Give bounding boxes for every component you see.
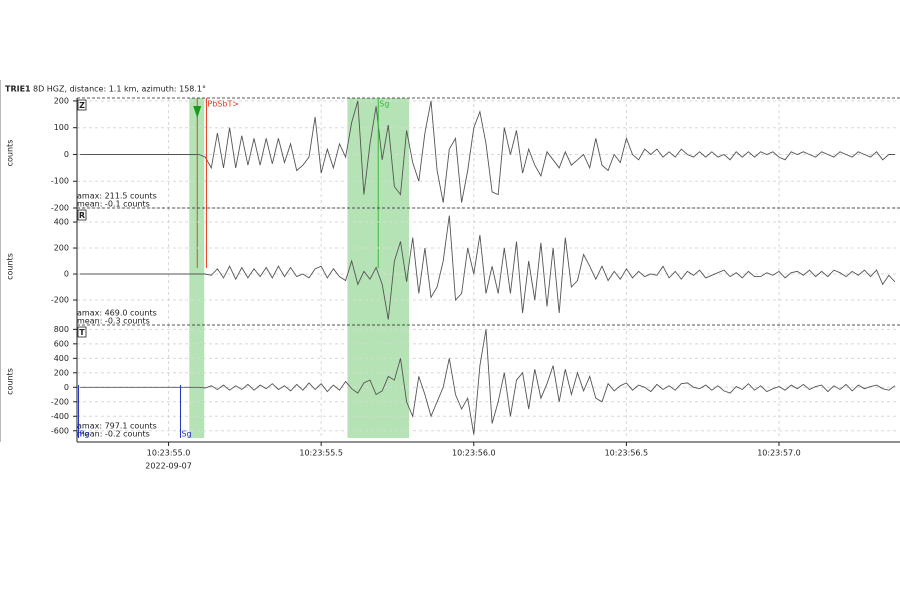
y-tick-label: 0: [64, 270, 69, 279]
waveform: [80, 215, 896, 320]
y-tick-label: 800: [54, 325, 69, 334]
y-tick-label: -200: [51, 204, 69, 213]
trace-stat: mean: -0.2 counts: [77, 430, 150, 439]
trace-stat: mean: -0.3 counts: [77, 317, 150, 326]
station-info: 8D HGZ, distance: 1.1 km, azimuth: 158.1…: [33, 85, 206, 94]
x-tick-label: 10:23:56.0: [452, 449, 496, 458]
y-axis-label: counts: [6, 368, 15, 395]
y-tick-label: -200: [51, 296, 69, 305]
component-label: Z: [79, 101, 85, 110]
y-axis-label: counts: [6, 140, 15, 167]
y-tick-label: 600: [54, 339, 69, 348]
y-tick-label: -200: [51, 397, 69, 406]
y-tick-label: 400: [54, 218, 69, 227]
x-date-label: 2022-09-07: [145, 462, 192, 471]
y-tick-label: 200: [54, 244, 69, 253]
component-box: [77, 209, 87, 221]
component-box: [77, 326, 87, 338]
waveform: [80, 329, 896, 435]
y-tick-label: -100: [51, 177, 69, 186]
y-tick-label: 100: [54, 123, 69, 132]
pick-label: Sg: [181, 430, 191, 439]
y-tick-label: 0: [64, 383, 69, 392]
waveform: [80, 100, 895, 203]
trace-stat: mean: -0.1 counts: [77, 200, 150, 209]
y-tick-label: -400: [51, 412, 69, 421]
y-axis-label: counts: [6, 253, 15, 280]
pick-marker: [193, 106, 202, 118]
component-box: [77, 99, 87, 111]
x-tick-label: 10:23:57.0: [757, 449, 801, 458]
y-tick-label: -600: [51, 426, 69, 435]
y-tick-label: 200: [54, 96, 69, 105]
y-tick-label: 0: [64, 150, 69, 159]
y-tick-label: 400: [54, 354, 69, 363]
pick-label: PbSbT>: [207, 100, 239, 109]
x-tick-label: 10:23:55.0: [147, 449, 191, 458]
trace-stat: amax: 211.5 counts: [77, 192, 157, 201]
x-tick-label: 10:23:55.5: [299, 449, 343, 458]
trace-stat: amax: 797.1 counts: [77, 422, 157, 431]
pick-label: Sg: [379, 100, 389, 109]
pick-label: Pg: [80, 430, 90, 439]
component-label: R: [79, 211, 85, 220]
x-tick-label: 10:23:56.5: [605, 449, 649, 458]
trace-stat: amax: 469.0 counts: [77, 309, 157, 318]
y-tick-label: 200: [54, 368, 69, 377]
station-name: TRIE1: [5, 85, 31, 94]
component-label: T: [79, 328, 85, 337]
